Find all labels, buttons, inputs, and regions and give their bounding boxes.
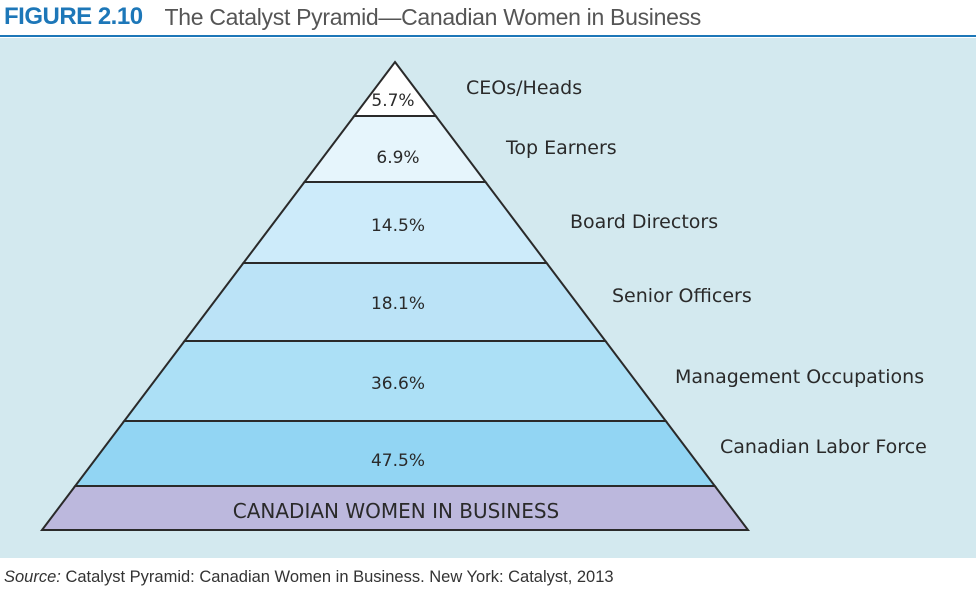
catalyst-pyramid: 5.7% CEOs/Heads 6.9% Top Earners 14.5% Board … [39,60,927,531]
figure-header: FIGURE 2.10 The Catalyst Pyramid—Canadia… [0,0,976,34]
tier-label: Senior Officers [612,285,752,307]
base-label: CANADIAN WOMEN IN BUSINESS [233,499,559,523]
pyramid-base [39,485,751,531]
tier-label: Top Earners [505,137,617,159]
source-text: Catalyst Pyramid: Canadian Women in Busi… [60,568,614,586]
tier-percent: 36.6% [371,374,425,394]
tier-label: Board Directors [570,211,718,233]
figure-title: The Catalyst Pyramid—Canadian Women in B… [164,3,702,30]
tier-label: Management Occupations [675,366,924,388]
header-rule [0,35,976,37]
tier-percent: 47.5% [371,451,425,471]
source-prefix: Source: [4,568,61,586]
source-note: Source: Catalyst Pyramid: Canadian Women… [4,568,614,587]
tier-percent: 14.5% [371,216,425,236]
tier-percent: 5.7% [371,91,414,111]
tier-percent: 18.1% [371,294,425,314]
figure-number: FIGURE 2.10 [4,3,143,30]
tier-percent: 6.9% [376,148,419,168]
tier-label: CEOs/Heads [466,77,582,99]
tier-label: Canadian Labor Force [720,436,927,458]
